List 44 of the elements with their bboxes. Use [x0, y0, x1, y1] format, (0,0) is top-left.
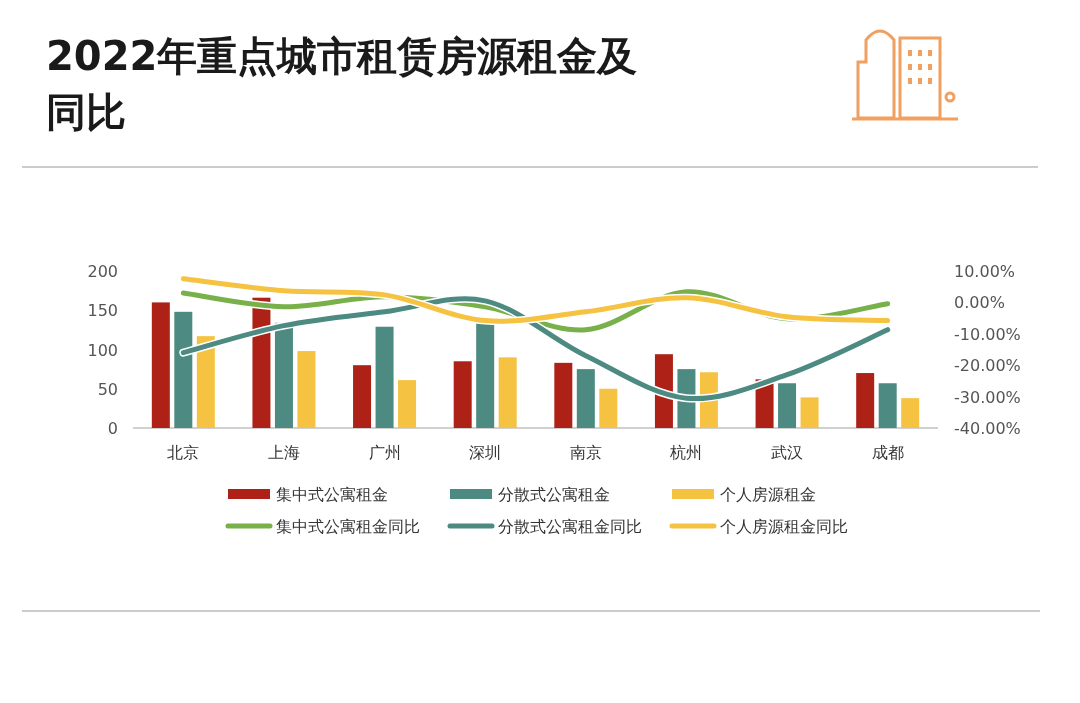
- bar: [576, 369, 595, 428]
- y-tick-label: 200: [87, 262, 118, 281]
- y2-tick-label: -40.00%: [954, 419, 1021, 438]
- bar: [375, 326, 394, 428]
- y2-tick-label: 10.00%: [954, 262, 1016, 281]
- y-tick-label: 100: [87, 340, 118, 360]
- y-tick-label: 0: [107, 419, 118, 438]
- bar: [453, 361, 472, 428]
- bar: [297, 351, 316, 428]
- bar: [599, 388, 618, 428]
- bar: [498, 357, 517, 428]
- x-tick-label: 成都: [871, 443, 904, 462]
- legend-label: 集中式公寓租金同比: [276, 517, 420, 536]
- y-tick-label: 50: [97, 379, 118, 399]
- x-tick-label: 北京: [167, 443, 200, 462]
- y2-tick-label: -30.00%: [954, 387, 1021, 407]
- legend-label: 分散式公寓租金: [498, 485, 610, 504]
- bar: [901, 398, 920, 428]
- y2-tick-label: 0.00%: [954, 293, 1005, 313]
- bar: [151, 302, 170, 428]
- x-tick-label: 武汉: [771, 443, 804, 462]
- x-tick-label: 上海: [267, 443, 300, 462]
- legend-label: 分散式公寓租金同比: [498, 517, 642, 536]
- y2-tick-label: -10.00%: [954, 324, 1021, 344]
- bar: [878, 383, 897, 428]
- x-tick-label: 南京: [569, 443, 602, 462]
- bar: [476, 322, 495, 428]
- bar: [800, 397, 819, 428]
- bar: [196, 336, 215, 428]
- bar: [856, 373, 875, 428]
- x-tick-label: 深圳: [469, 443, 502, 462]
- bar: [353, 365, 372, 428]
- x-tick-label: 杭州: [669, 443, 703, 462]
- bar: [398, 380, 417, 428]
- legend-label: 个人房源租金同比: [720, 517, 848, 536]
- legend-label: 个人房源租金: [720, 485, 816, 504]
- y2-tick-label: -20.00%: [954, 356, 1021, 376]
- bar: [554, 362, 573, 428]
- y-tick-label: 150: [87, 301, 118, 321]
- bar: [778, 383, 797, 428]
- x-tick-label: 广州: [368, 443, 401, 462]
- title: 2022年重点城市租赁房源租金及同比: [46, 33, 638, 135]
- legend-label: 集中式公寓租金: [276, 485, 388, 504]
- bar: [174, 311, 193, 428]
